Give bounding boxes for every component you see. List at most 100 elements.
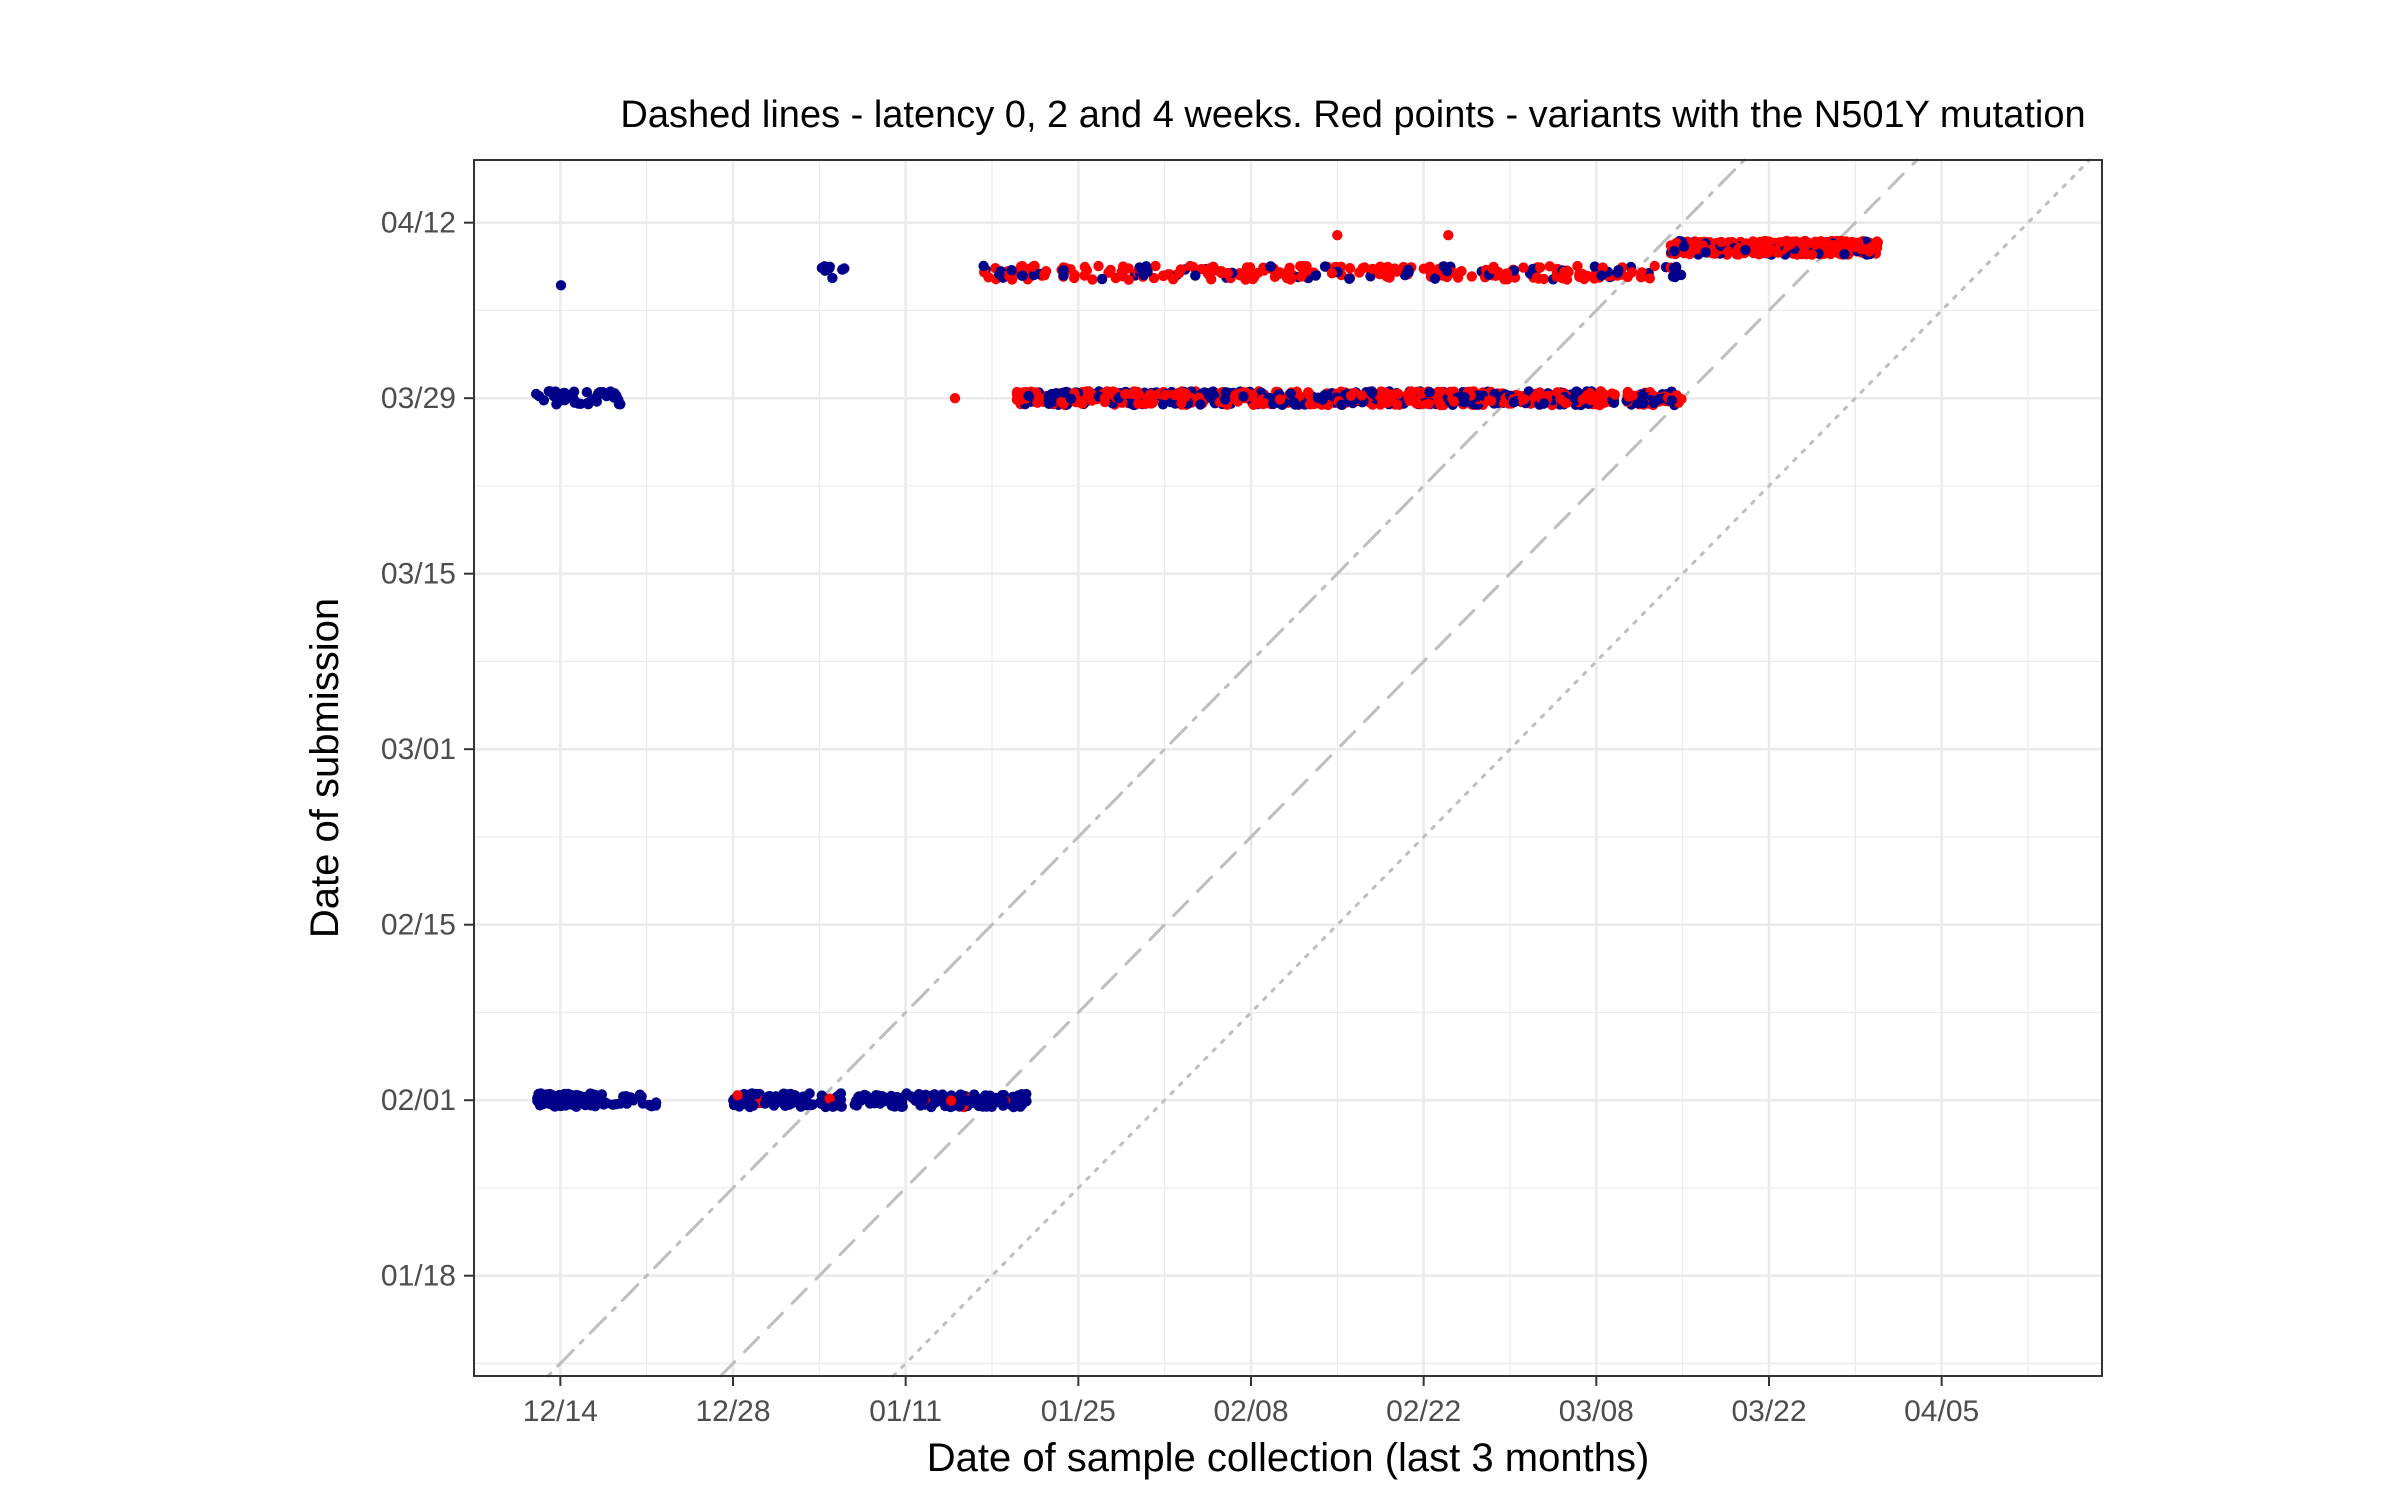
data-point-n501y — [1411, 398, 1422, 409]
data-point-n501y — [1241, 262, 1253, 273]
data-point — [1138, 269, 1149, 281]
x-tick-label: 01/11 — [869, 1395, 942, 1428]
data-point-n501y — [1069, 272, 1080, 284]
data-point — [1058, 270, 1069, 281]
data-point — [978, 260, 989, 272]
data-point-n501y — [1572, 260, 1583, 272]
data-point-n501y — [1756, 246, 1767, 258]
data-point — [555, 280, 567, 291]
x-tick-label: 02/08 — [1213, 1395, 1288, 1428]
data-point-n501y — [1332, 230, 1343, 241]
data-point — [1589, 261, 1601, 272]
data-point-n501y — [949, 393, 961, 404]
data-point — [1157, 399, 1169, 410]
data-point — [1429, 273, 1441, 284]
data-point-n501y — [1499, 269, 1510, 280]
data-point — [583, 1097, 594, 1108]
data-point-n501y — [1690, 236, 1701, 248]
data-point — [853, 1091, 864, 1103]
data-point — [1285, 388, 1296, 399]
data-point — [979, 1091, 990, 1103]
data-point-n501y — [1597, 262, 1609, 273]
data-point-n501y — [1150, 260, 1161, 272]
data-point-n501y — [1770, 245, 1781, 256]
data-point-n501y — [1535, 262, 1546, 273]
data-point — [728, 1099, 740, 1111]
data-point — [566, 1099, 577, 1110]
data-point-n501y — [1016, 261, 1027, 272]
data-point-n501y — [1609, 389, 1620, 400]
data-point — [897, 1092, 908, 1104]
data-point — [1319, 261, 1331, 272]
data-point — [929, 1089, 940, 1100]
data-point — [788, 1097, 799, 1108]
data-point-n501y — [1622, 271, 1633, 283]
data-point-n501y — [1180, 388, 1191, 399]
data-point — [994, 269, 1005, 280]
data-point-n501y — [1443, 230, 1454, 241]
grid-minor — [474, 160, 2102, 1376]
data-point-n501y — [1374, 268, 1385, 280]
data-point — [839, 263, 850, 274]
data-point — [1008, 1101, 1019, 1113]
y-axis-title: Date of submission — [303, 598, 347, 938]
data-point-n501y — [1173, 267, 1185, 279]
y-axis: 01/18 02/01 02/15 03/01 03/15 03/29 04/12 — [381, 207, 474, 1293]
data-point — [1678, 241, 1690, 252]
data-point — [1441, 265, 1453, 277]
data-point — [1648, 397, 1660, 409]
data-point-n501y — [1416, 388, 1428, 399]
x-tick-label: 12/28 — [695, 1395, 770, 1428]
data-point — [581, 387, 593, 398]
data-point-n501y — [1451, 268, 1463, 279]
data-point-n501y — [1286, 272, 1297, 284]
data-point-n501y — [1244, 270, 1255, 281]
data-point-n501y — [1259, 398, 1270, 409]
data-point-n501y — [1466, 271, 1478, 282]
data-point-n501y — [1715, 236, 1727, 248]
data-point — [601, 1098, 612, 1109]
data-point — [537, 1099, 548, 1110]
data-point — [897, 1101, 908, 1112]
data-point-n501y — [1297, 260, 1309, 272]
data-point-n501y — [1558, 266, 1570, 278]
data-point-n501y — [1841, 238, 1852, 249]
data-point-n501y — [1800, 240, 1811, 251]
data-point — [1403, 267, 1414, 278]
data-point — [621, 1098, 633, 1109]
data-point — [1017, 270, 1028, 281]
data-point — [1238, 391, 1249, 402]
data-point-n501y — [1555, 394, 1566, 405]
data-point — [1675, 269, 1687, 281]
data-point-n501y — [1087, 274, 1098, 285]
data-point-n501y — [1623, 391, 1634, 402]
data-point-n501y — [1391, 266, 1402, 277]
data-point-n501y — [946, 1095, 957, 1106]
data-point-n501y — [1487, 263, 1499, 275]
x-tick-label: 01/25 — [1041, 1395, 1116, 1428]
data-point-n501y — [1774, 237, 1786, 248]
data-point-n501y — [1204, 270, 1215, 281]
data-point-n501y — [1081, 265, 1093, 276]
data-point-n501y — [1538, 273, 1550, 285]
data-point — [1023, 390, 1034, 402]
data-point — [992, 1096, 1003, 1108]
data-point-n501y — [1119, 388, 1131, 400]
data-point — [1310, 270, 1321, 281]
data-point-n501y — [1326, 268, 1338, 279]
data-point-n501y — [1296, 271, 1307, 282]
data-point — [1839, 249, 1850, 260]
data-point-n501y — [1424, 262, 1435, 273]
data-point — [926, 1101, 937, 1113]
data-point-n501y — [1518, 262, 1529, 273]
data-point — [637, 1098, 648, 1109]
data-point — [827, 1101, 839, 1112]
data-point-n501y — [1028, 261, 1039, 272]
data-point-n501y — [1649, 260, 1660, 272]
data-point-n501y — [1160, 389, 1171, 401]
data-point-n501y — [1448, 396, 1460, 407]
x-tick-label: 03/08 — [1559, 1395, 1634, 1428]
data-point — [650, 1097, 662, 1108]
data-point-n501y — [1344, 263, 1356, 274]
